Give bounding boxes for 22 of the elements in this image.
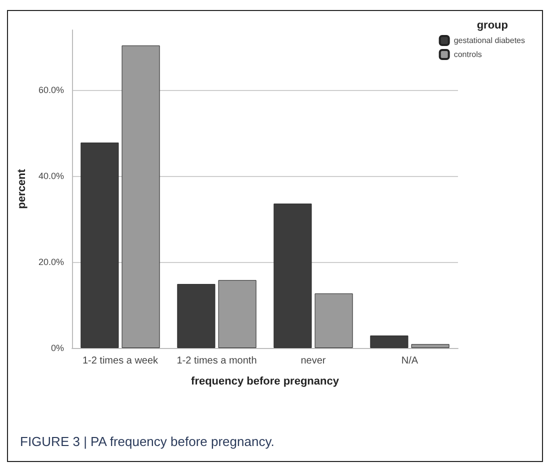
bar xyxy=(314,293,353,348)
bar xyxy=(274,204,312,348)
bar xyxy=(411,344,450,348)
x-tick-label: 1-2 times a week xyxy=(82,356,160,366)
bar xyxy=(218,280,256,348)
y-tick-label: 60.0% xyxy=(38,85,64,96)
legend-label: controls xyxy=(454,50,482,59)
x-axis-title: frequency before pregnancy xyxy=(191,376,340,388)
bar xyxy=(370,336,408,348)
y-axis-title: percent xyxy=(16,168,28,209)
caption: FIGURE 3 | PA frequency before pregnancy. xyxy=(20,434,274,449)
x-tick-label: N/A xyxy=(401,356,418,366)
legend-title: group xyxy=(476,20,508,32)
y-tick-label: 0% xyxy=(50,343,64,353)
bar xyxy=(122,45,160,348)
y-tick-label: 20.0% xyxy=(38,257,64,268)
bar xyxy=(177,284,216,348)
x-tick-label: never xyxy=(300,356,326,366)
x-tick-label: 1-2 times a month xyxy=(176,356,257,366)
bar xyxy=(80,142,119,348)
y-tick-label: 40.0% xyxy=(38,171,64,182)
legend-label: gestational diabetes xyxy=(454,36,526,45)
